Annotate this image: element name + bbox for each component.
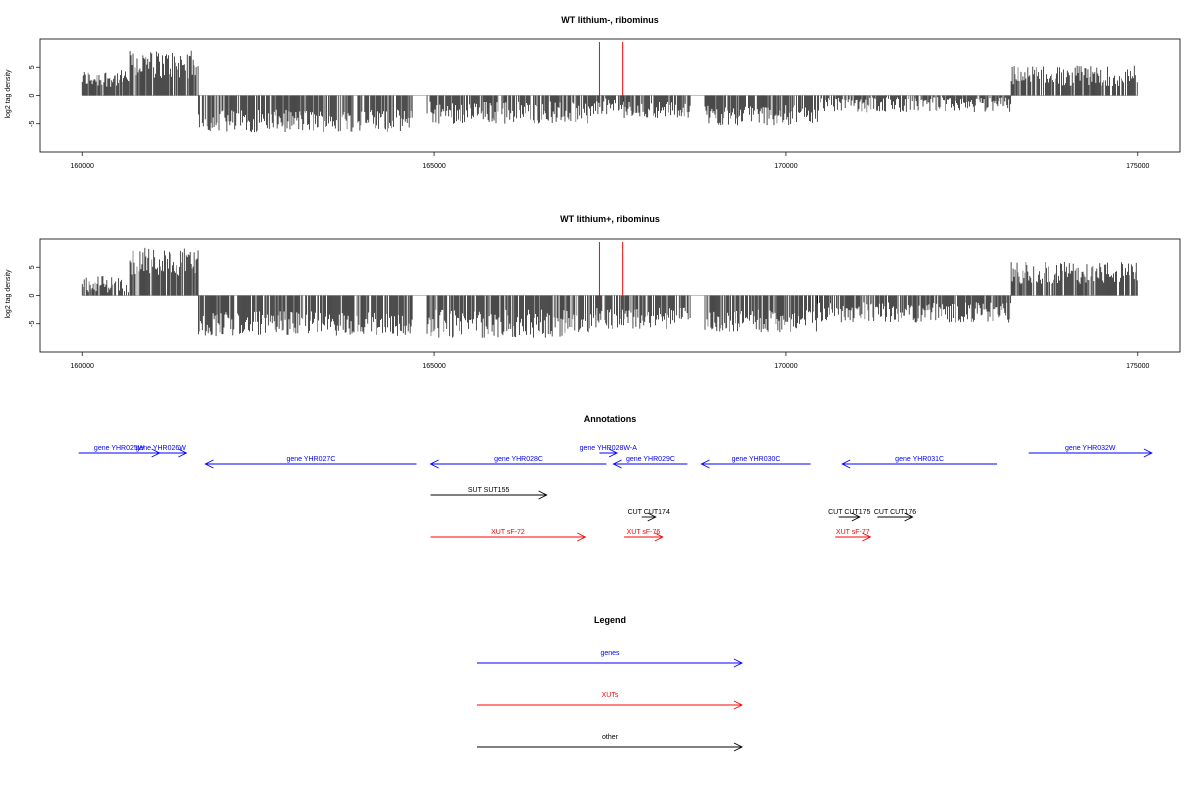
annotation-label: CUT CUT175 xyxy=(828,509,870,516)
annotation-label: CUT CUT174 xyxy=(628,509,670,516)
arrowhead xyxy=(429,459,439,469)
annotation-gene: gene YHR028W-A xyxy=(580,445,638,458)
arrowhead xyxy=(654,532,664,542)
legend-label: XUTs xyxy=(602,692,619,699)
arrowhead xyxy=(862,532,872,542)
x-tick-label: 165000 xyxy=(422,363,445,370)
annotation-label: gene YHR028W-A xyxy=(580,445,638,452)
annotation-other: CUT CUT175 xyxy=(828,509,870,522)
annotation-label: gene YHR031C xyxy=(895,456,944,463)
y-axis-label: log2 tag density xyxy=(5,69,12,119)
panel-title: WT lithium-, ribominus xyxy=(561,15,659,25)
x-tick-label: 170000 xyxy=(774,163,797,170)
x-tick-label: 160000 xyxy=(71,163,94,170)
annotation-label: gene YHR028C xyxy=(494,456,543,463)
track-panel-lithium-plus: WT lithium+, ribominus log2 tag density … xyxy=(5,214,1181,370)
y-tick-label: 0 xyxy=(29,93,36,97)
arrowhead xyxy=(538,490,548,500)
annotation-gene: gene YHR028C xyxy=(429,456,607,469)
legend-title: Legend xyxy=(594,615,626,625)
legend-label: other xyxy=(602,734,619,741)
annotation-other: CUT CUT174 xyxy=(628,509,670,522)
y-tick-label: -5 xyxy=(29,321,36,327)
arrowhead xyxy=(841,459,851,469)
arrowhead xyxy=(733,700,744,710)
y-axis-label: log2 tag density xyxy=(5,269,12,319)
legend-item: other xyxy=(477,734,744,752)
annotation-gene: gene YHR030C xyxy=(700,456,811,469)
arrowhead xyxy=(204,459,214,469)
density-bars xyxy=(81,247,1138,338)
y-tick-label: 5 xyxy=(29,265,36,269)
legend-item: genes xyxy=(477,650,744,668)
x-tick-label: 175000 xyxy=(1126,163,1149,170)
annotations-title: Annotations xyxy=(584,414,637,424)
arrowhead xyxy=(1143,448,1153,458)
annotation-gene: gene YHR031C xyxy=(841,456,998,469)
x-tick-label: 160000 xyxy=(71,363,94,370)
annotation-xut: XUT sF-77 xyxy=(835,529,872,542)
panel-title: WT lithium+, ribominus xyxy=(560,214,660,224)
annotation-xut: XUT sF-72 xyxy=(430,529,587,542)
arrowhead xyxy=(904,512,914,522)
arrowhead xyxy=(612,459,622,469)
annotation-label: XUT sF-72 xyxy=(491,529,525,536)
annotation-other: SUT SUT155 xyxy=(430,487,548,500)
legend-item: XUTs xyxy=(477,692,744,710)
y-tick-label: 5 xyxy=(29,65,36,69)
arrowhead xyxy=(577,532,587,542)
annotation-label: XUT sF-77 xyxy=(836,529,870,536)
annotation-label: XUT sF-76 xyxy=(627,529,661,536)
legend: Legend genes XUTs other xyxy=(477,615,744,752)
annotation-label: gene YHR032W xyxy=(1065,445,1116,452)
annotation-label: CUT CUT176 xyxy=(874,509,916,516)
y-tick-label: 0 xyxy=(29,293,36,297)
legend-label: genes xyxy=(600,650,620,657)
annotation-gene: gene YHR032W xyxy=(1028,445,1153,458)
arrowhead xyxy=(647,512,657,522)
annotation-gene: gene YHR026W xyxy=(135,445,188,458)
arrowhead xyxy=(733,742,744,752)
arrowhead xyxy=(178,448,188,458)
annotation-gene: gene YHR029C xyxy=(612,456,688,469)
annotation-label: gene YHR029C xyxy=(626,456,675,463)
arrowhead xyxy=(700,459,710,469)
arrowhead xyxy=(733,658,744,668)
annotation-gene: gene YHR027C xyxy=(204,456,417,469)
annotation-label: SUT SUT155 xyxy=(468,487,510,494)
arrowhead xyxy=(851,512,861,522)
annotation-label: gene YHR026W xyxy=(135,445,186,452)
annotation-label: gene YHR027C xyxy=(286,456,335,463)
x-tick-label: 175000 xyxy=(1126,363,1149,370)
arrowhead xyxy=(608,448,619,458)
y-tick-label: -5 xyxy=(29,121,36,127)
annotation-xut: XUT sF-76 xyxy=(624,529,664,542)
annotation-label: gene YHR025W xyxy=(94,445,145,452)
annotation-other: CUT CUT176 xyxy=(874,509,916,522)
x-tick-label: 165000 xyxy=(422,163,445,170)
x-tick-label: 170000 xyxy=(774,363,797,370)
annotation-label: gene YHR030C xyxy=(732,456,781,463)
track-panel-lithium-minus: WT lithium-, ribominus log2 tag density … xyxy=(5,15,1181,170)
density-bars xyxy=(81,50,1138,133)
